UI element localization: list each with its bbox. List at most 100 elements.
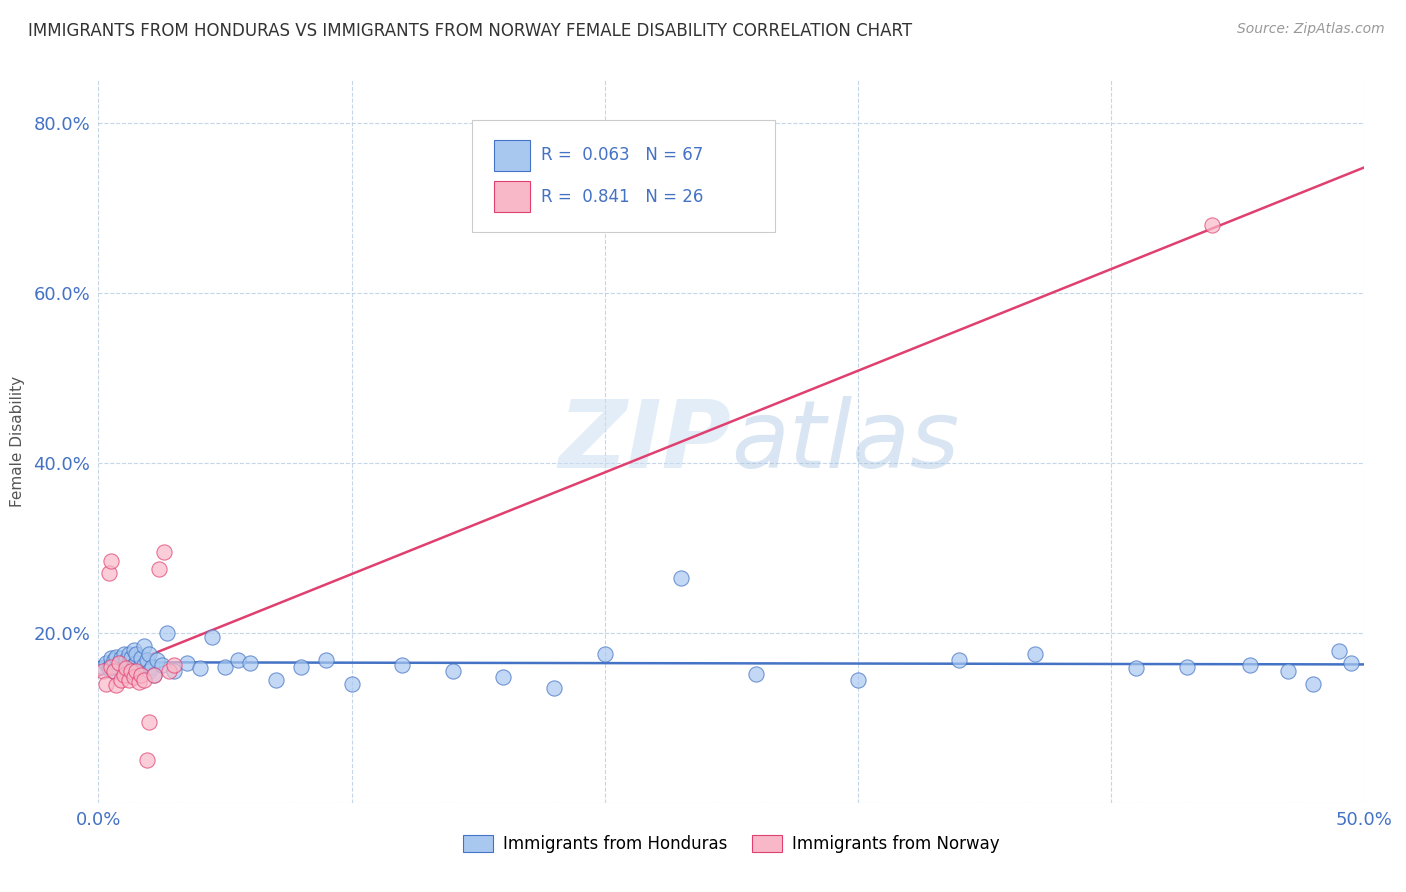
Point	[492, 670, 515, 684]
Point	[150, 658, 173, 673]
Text: R =  0.063   N = 67: R = 0.063 N = 67	[541, 146, 703, 164]
Point	[125, 664, 148, 678]
Point	[131, 668, 153, 682]
Point	[138, 664, 160, 678]
Point	[112, 660, 135, 674]
Point	[105, 678, 128, 692]
Point	[110, 673, 132, 687]
Point	[1239, 658, 1261, 673]
Text: R =  0.841   N = 26: R = 0.841 N = 26	[541, 187, 703, 205]
Point	[132, 673, 155, 687]
Point	[125, 647, 148, 661]
Point	[115, 658, 138, 673]
Point	[143, 668, 166, 682]
Point	[105, 649, 128, 664]
Point	[100, 658, 122, 673]
Point	[125, 656, 148, 670]
Point	[163, 658, 186, 673]
Text: IMMIGRANTS FROM HONDURAS VS IMMIGRANTS FROM NORWAY FEMALE DISABILITY CORRELATION: IMMIGRANTS FROM HONDURAS VS IMMIGRANTS F…	[28, 22, 912, 40]
Point	[120, 660, 142, 674]
Point	[239, 656, 262, 670]
Point	[201, 630, 224, 644]
Point	[112, 668, 135, 682]
Point	[107, 661, 129, 675]
Point	[543, 681, 565, 695]
Point	[112, 647, 135, 661]
Point	[118, 656, 141, 670]
Point	[105, 660, 128, 674]
Point	[141, 660, 163, 674]
Point	[846, 673, 869, 687]
Text: Source: ZipAtlas.com: Source: ZipAtlas.com	[1237, 22, 1385, 37]
Point	[103, 664, 125, 678]
Point	[132, 639, 155, 653]
Point	[391, 658, 413, 673]
Text: ZIP: ZIP	[558, 395, 731, 488]
Point	[132, 658, 155, 673]
Point	[118, 673, 141, 687]
Point	[120, 651, 142, 665]
Point	[122, 658, 145, 673]
Point	[1125, 661, 1147, 675]
Point	[131, 651, 153, 665]
Point	[135, 753, 157, 767]
Point	[948, 653, 970, 667]
Point	[118, 661, 141, 675]
Point	[115, 661, 138, 675]
Point	[264, 673, 287, 687]
Point	[315, 653, 337, 667]
Point	[103, 664, 125, 678]
Point	[156, 625, 179, 640]
Point	[100, 660, 122, 674]
Point	[128, 675, 150, 690]
Point	[122, 642, 145, 657]
Point	[118, 647, 141, 661]
Point	[115, 653, 138, 667]
Point	[214, 660, 236, 674]
Text: atlas: atlas	[731, 396, 959, 487]
Point	[103, 653, 125, 667]
Point	[148, 562, 170, 576]
Point	[135, 653, 157, 667]
Point	[1327, 644, 1350, 658]
Point	[120, 664, 142, 678]
FancyBboxPatch shape	[471, 120, 776, 232]
Point	[1340, 656, 1362, 670]
Point	[340, 677, 363, 691]
Point	[94, 656, 117, 670]
Point	[153, 545, 176, 559]
Point	[1024, 647, 1046, 661]
Point	[100, 553, 122, 567]
Point	[745, 666, 768, 681]
Point	[112, 664, 135, 678]
Point	[97, 661, 120, 675]
Point	[143, 668, 166, 682]
Y-axis label: Female Disability: Female Disability	[10, 376, 25, 508]
Point	[107, 656, 129, 670]
Point	[100, 651, 122, 665]
Point	[94, 677, 117, 691]
FancyBboxPatch shape	[495, 140, 530, 170]
Point	[145, 653, 167, 667]
Point	[441, 664, 464, 678]
Point	[97, 566, 120, 581]
Point	[93, 660, 115, 674]
Point	[107, 656, 129, 670]
Point	[1302, 677, 1324, 691]
Point	[122, 670, 145, 684]
FancyBboxPatch shape	[495, 181, 530, 211]
Point	[138, 714, 160, 729]
Point	[1175, 660, 1198, 674]
Point	[176, 656, 198, 670]
Point	[226, 653, 249, 667]
Point	[163, 664, 186, 678]
Point	[128, 661, 150, 675]
Point	[138, 647, 160, 661]
Point	[157, 664, 180, 678]
Point	[1201, 218, 1223, 232]
Point	[110, 651, 132, 665]
Point	[1277, 664, 1299, 678]
Point	[110, 658, 132, 673]
Point	[593, 647, 616, 661]
Point	[93, 664, 115, 678]
